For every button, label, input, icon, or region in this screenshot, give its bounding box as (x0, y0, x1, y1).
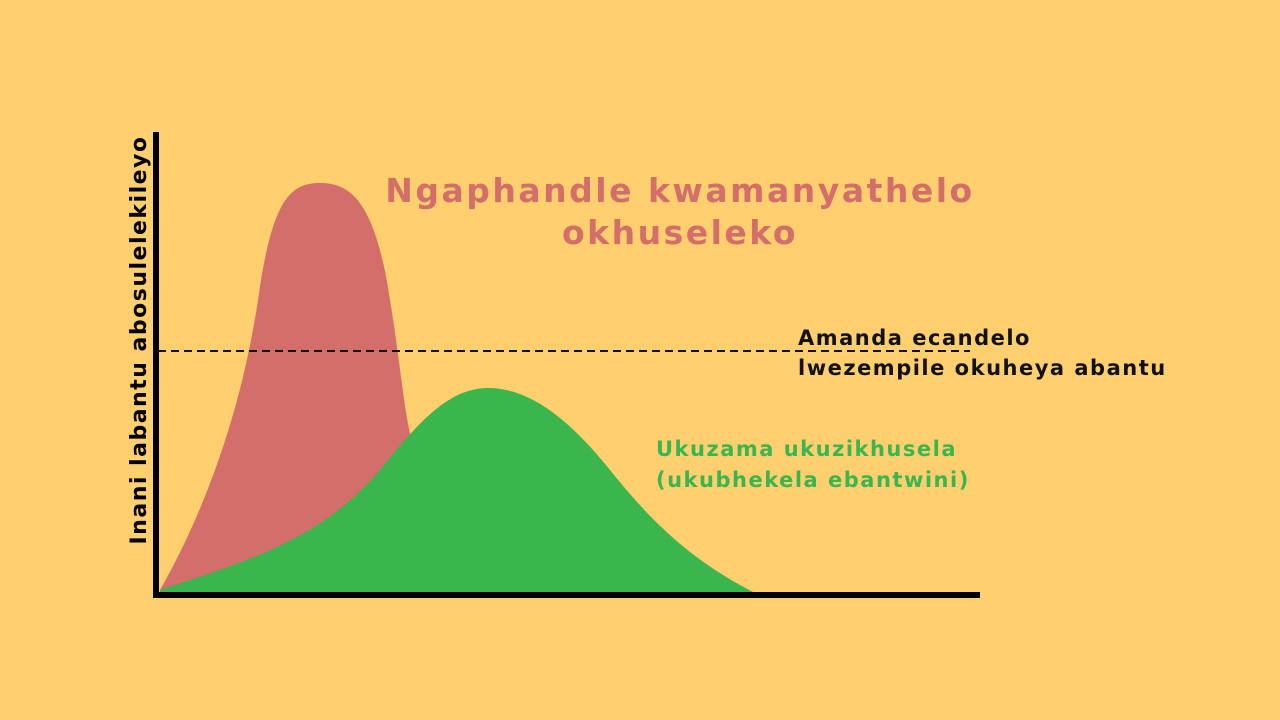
curve-label: (ukubhekela ebantwini) (656, 468, 970, 492)
threshold-label: lwezempile okuheya abantu (798, 356, 1167, 380)
unprotected-curve (160, 183, 412, 595)
curve-label: okhuseleko (562, 213, 798, 252)
curve-label: Ukuzama ukuzikhusela (656, 437, 957, 461)
threshold-label: Amanda ecandelo (798, 326, 1031, 350)
y-axis-label: Inani labantu abosulelekileyo (127, 135, 152, 544)
protected-curve (160, 388, 755, 595)
curve-label: Ngaphandle kwamanyathelo (385, 171, 974, 210)
